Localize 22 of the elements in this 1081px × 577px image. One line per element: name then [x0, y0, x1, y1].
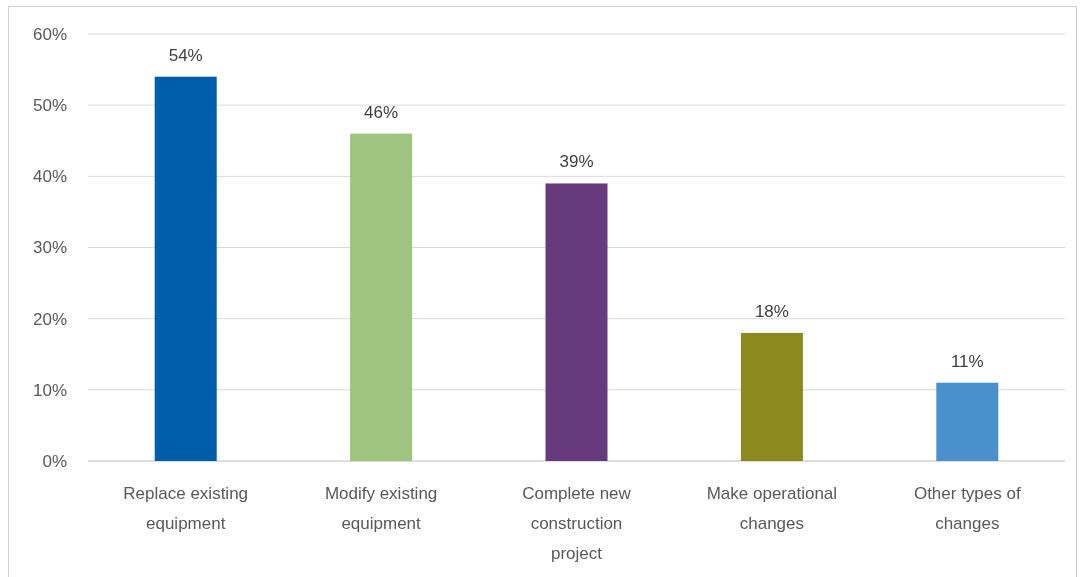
y-tick-label: 60%: [32, 24, 67, 44]
data-label: 54%: [168, 45, 203, 65]
bar: [154, 76, 217, 461]
data-label: 18%: [754, 301, 789, 321]
data-label: 11%: [950, 351, 984, 371]
y-tick-label: 0%: [42, 451, 67, 471]
x-tick-label: Other types of changes: [913, 484, 1021, 533]
y-tick-label: 10%: [32, 380, 67, 400]
bar: [545, 183, 608, 461]
y-tick-label: 30%: [32, 238, 67, 258]
x-tick-label: Make operational changes: [706, 484, 838, 533]
x-tick-label: Modify existing equipment: [324, 484, 438, 533]
x-tick-label: Replace existing equipment: [123, 484, 249, 533]
data-label: 39%: [559, 152, 594, 172]
bar: [350, 133, 413, 461]
y-tick-label: 50%: [32, 96, 67, 116]
bar: [740, 332, 803, 461]
y-tick-label: 20%: [32, 309, 67, 329]
x-tick-label: Complete new construction project: [522, 484, 632, 563]
y-tick-label: 40%: [32, 167, 67, 187]
data-label: 46%: [364, 102, 399, 122]
bar: [936, 382, 999, 461]
